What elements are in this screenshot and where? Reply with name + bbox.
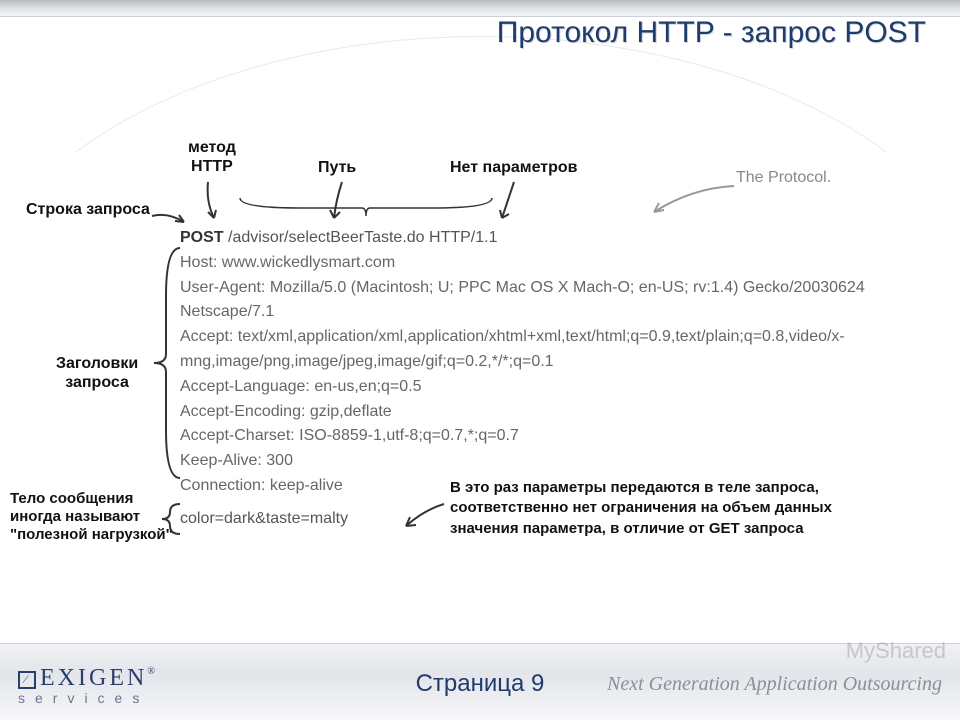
http-request-line: POST /advisor/selectBeerTaste.do HTTP/1.…: [180, 226, 940, 251]
http-header: Host: www.wickedlysmart.com: [180, 251, 940, 276]
http-method: POST: [180, 229, 224, 246]
http-headers: Host: www.wickedlysmart.com User-Agent: …: [180, 251, 940, 499]
http-content: POST /advisor/selectBeerTaste.do HTTP/1.…: [180, 120, 940, 532]
http-header: Keep-Alive: 300: [180, 449, 940, 474]
top-bar: [0, 0, 960, 17]
http-header: Accept-Charset: ISO-8859-1,utf-8;q=0.7,*…: [180, 424, 940, 449]
label-headers: Заголовки запроса: [56, 354, 138, 392]
http-path: /advisor/selectBeerTaste.do: [228, 229, 425, 246]
label-request-line: Строка запроса: [26, 200, 150, 219]
http-header: User-Agent: Mozilla/5.0 (Macintosh; U; P…: [180, 276, 900, 326]
watermark: MyShared: [846, 638, 946, 664]
slide-title: Протокол HTTP - запрос POST: [0, 16, 936, 50]
footer-tagline: Next Generation Application Outsourcing: [607, 673, 942, 696]
label-payload: Тело сообщения иногда называют "полезной…: [10, 490, 173, 544]
http-protocol: HTTP/1.1: [429, 229, 497, 246]
http-header: Accept: text/xml,application/xml,applica…: [180, 325, 900, 375]
http-header: Connection: keep-alive: [180, 474, 940, 499]
http-header: Accept-Language: en-us,en;q=0.5: [180, 375, 940, 400]
http-body: color=dark&taste=malty: [180, 507, 940, 532]
http-header: Accept-Encoding: gzip,deflate: [180, 400, 940, 425]
